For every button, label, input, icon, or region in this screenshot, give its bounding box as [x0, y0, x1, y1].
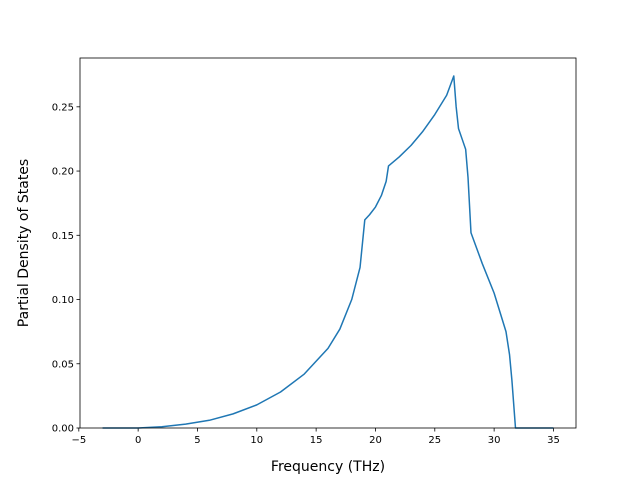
x-axis-label: Frequency (THz): [271, 459, 385, 475]
x-tick-label: 10: [250, 435, 263, 446]
x-tick-label: 0: [135, 435, 141, 446]
line: [102, 75, 554, 429]
x-tick-label: 5: [194, 435, 200, 446]
x-tick-label: 15: [310, 435, 323, 446]
y-tick-label: 0.25: [52, 102, 74, 113]
x-tick-label: 35: [547, 435, 560, 446]
y-tick-label: 0.20: [52, 167, 74, 178]
y-tick-label: 0.10: [52, 295, 74, 306]
x-tick-label: −5: [71, 435, 86, 446]
axes-frame: [79, 57, 577, 429]
x-tick-label: 30: [488, 435, 501, 446]
y-tick-label: 0.00: [52, 424, 74, 435]
y-tick-label: 0.05: [52, 359, 74, 370]
y-axis-label: Partial Density of States: [16, 159, 32, 327]
x-tick-label: 20: [369, 435, 382, 446]
x-tick-label: 25: [428, 435, 441, 446]
y-tick-label: 0.15: [52, 231, 74, 242]
